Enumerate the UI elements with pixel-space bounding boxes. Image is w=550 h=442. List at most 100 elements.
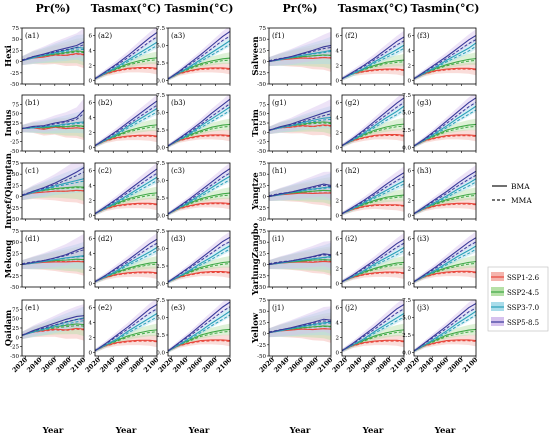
x-tick-label: 2060: [186, 355, 205, 374]
series-line-mma: [414, 174, 476, 214]
series-line-mma: [168, 68, 230, 80]
panel-label: (e2): [98, 304, 112, 312]
legend-label: SSP2-4.5: [507, 289, 539, 297]
y-tick-label: 2: [336, 335, 340, 341]
x-axis-title: Year: [188, 426, 210, 436]
y-tick-label: 50: [12, 317, 19, 323]
chart-panel: (b2) 6 4 2 0: [89, 94, 158, 153]
uncertainty-band: [22, 117, 84, 141]
y-tick-label: 7.5: [156, 229, 165, 235]
y-tick-label: 6: [408, 33, 412, 39]
column-header: Pr(%): [36, 2, 71, 15]
x-tick-label: 2100: [461, 355, 480, 374]
y-tick-label: 25: [259, 320, 266, 326]
uncertainty-band: [95, 118, 157, 148]
x-tick-label: 2080: [374, 355, 393, 374]
y-tick-label: 5.0: [156, 179, 165, 185]
x-tick-label: 2080: [54, 355, 73, 374]
series-line-mma: [168, 306, 230, 352]
y-tick-label: -25: [257, 206, 266, 212]
panel-frame: [21, 230, 85, 288]
chart-panel: (j2) 6 4 2 0: [336, 299, 405, 358]
y-tick-label: 5.0: [156, 247, 165, 253]
uncertainty-band: [342, 232, 404, 284]
uncertainty-band: [95, 102, 157, 148]
y-tick-label: 7.5: [402, 298, 411, 304]
row-label: Yellow: [251, 312, 261, 344]
uncertainty-band: [168, 334, 230, 353]
uncertainty-band: [95, 28, 157, 81]
y-tick-label: 6: [408, 236, 412, 242]
y-tick-label: 0.0: [156, 214, 165, 220]
y-tick-label: 0: [89, 281, 93, 287]
series-line-mma: [269, 184, 331, 197]
panel-label: (d1): [25, 235, 40, 243]
panel-frame: [341, 299, 405, 357]
y-tick-label: 0: [263, 130, 267, 136]
panel-frame: [413, 162, 477, 220]
y-tick-label: 6: [89, 100, 93, 106]
y-tick-label: 0.0: [156, 79, 165, 85]
uncertainty-band: [414, 197, 476, 216]
x-tick-label: 2080: [200, 355, 219, 374]
series-line-mma: [22, 249, 84, 265]
series-line-bma: [168, 98, 230, 147]
uncertainty-band: [342, 63, 404, 81]
x-axis-labels: 20202040206020802100Year2020204020602080…: [11, 355, 480, 436]
x-axis-title: Year: [289, 426, 311, 436]
y-tick-label: -25: [10, 206, 19, 212]
y-tick-label: 4: [336, 115, 340, 121]
y-tick-label: -25: [10, 71, 19, 77]
panel-frame: [413, 230, 477, 288]
y-tick-label: -25: [257, 343, 266, 349]
y-tick-label: 25: [12, 121, 19, 127]
y-tick-label: 2.5: [156, 196, 165, 202]
x-tick-label: 2020: [403, 355, 422, 374]
y-tick-label: 2: [408, 266, 412, 272]
row-label: Inrcef/Qiangtan: [4, 153, 14, 229]
series-line-bma: [414, 170, 476, 215]
y-tick-label: -50: [257, 217, 266, 223]
series-line-mma: [414, 109, 476, 147]
uncertainty-band: [342, 166, 404, 216]
series-line-mma: [22, 180, 84, 196]
y-tick-label: 5.0: [156, 111, 165, 117]
y-tick-label: 25: [259, 48, 266, 54]
y-tick-label: 25: [259, 121, 266, 127]
panel-label: (h1): [272, 167, 287, 175]
series-line-mma: [269, 118, 331, 131]
y-tick-label: 25: [12, 183, 19, 189]
y-tick-label: 4: [336, 48, 340, 54]
series-line-mma: [342, 183, 404, 215]
series-line-mma: [414, 135, 476, 147]
chart-panel: (i1) 75 50 25 0 -25 -50: [257, 229, 332, 291]
panel-label: (i2): [345, 235, 357, 243]
y-tick-label: 7.5: [156, 161, 165, 167]
y-tick-label: 6: [336, 100, 340, 106]
y-tick-label: 4: [89, 320, 93, 326]
series-line-mma: [414, 181, 476, 214]
chart-panel: (f1) 75 50 25 0 -25 -50: [257, 26, 332, 88]
series-line-mma: [342, 204, 404, 215]
chart-panel: (b1) 75 50 25 0 -25 -50: [10, 94, 85, 155]
series-line-mma: [168, 203, 230, 215]
y-tick-label: 4: [408, 183, 412, 189]
uncertainty-band: [168, 187, 230, 216]
series-line-bma: [168, 236, 230, 283]
row-label: Yangtze: [251, 172, 261, 211]
panel-label: (d2): [98, 235, 113, 243]
series-line-mma: [168, 179, 230, 215]
series-line-mma: [95, 135, 157, 147]
y-tick-label: -25: [257, 274, 266, 280]
series-line-bma: [168, 168, 230, 215]
y-tick-label: 4: [89, 115, 93, 121]
x-axis-title: Year: [362, 426, 384, 436]
uncertainty-band: [168, 129, 230, 148]
chart-panel: (d3) 7.5 5.0 2.5 0.0: [156, 229, 231, 289]
column-header: Tasmax(°C): [338, 2, 408, 15]
series-line-mma: [168, 340, 230, 352]
series-line-bma: [168, 31, 230, 80]
y-tick-label: 7.5: [402, 93, 411, 99]
series-line-mma: [342, 250, 404, 283]
chart-panel: (d1) 75 50 25 0 -25 -50: [10, 229, 85, 291]
